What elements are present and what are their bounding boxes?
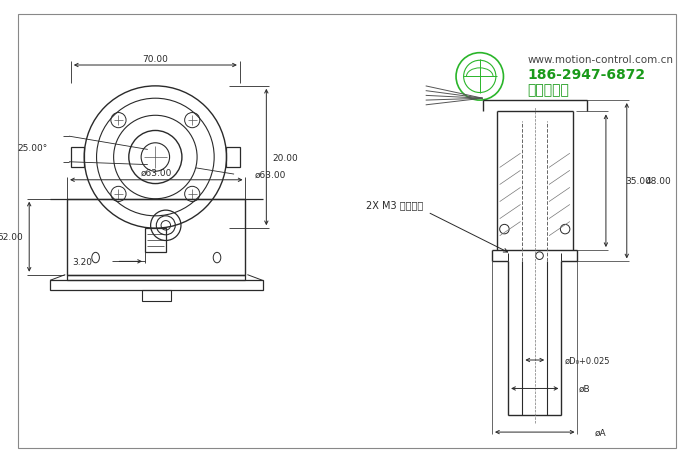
Text: 西安德伍拓: 西安德伍拓	[527, 82, 569, 96]
Text: 48.00: 48.00	[646, 177, 671, 186]
Bar	[142, 290, 171, 301]
Text: øB: øB	[578, 384, 590, 393]
Text: øA: øA	[594, 428, 606, 437]
Text: 52.00: 52.00	[0, 233, 23, 242]
Text: 20.00: 20.00	[272, 153, 298, 162]
Text: www.motion-control.com.cn: www.motion-control.com.cn	[527, 55, 673, 65]
Text: 35.00: 35.00	[625, 177, 651, 186]
Text: ø63.00: ø63.00	[255, 170, 286, 179]
Text: ø63.00: ø63.00	[141, 169, 172, 177]
Bar	[71, 147, 84, 168]
Bar	[227, 147, 240, 168]
Bar	[67, 275, 246, 281]
Text: 25.00°: 25.00°	[17, 144, 47, 153]
Text: 2X M3 固定螺钉: 2X M3 固定螺钉	[366, 200, 424, 210]
Text: 70.00: 70.00	[142, 55, 168, 64]
Text: øD₀+0.025: øD₀+0.025	[564, 356, 610, 365]
Bar	[50, 281, 262, 290]
Bar	[145, 229, 166, 252]
Bar	[67, 199, 246, 275]
Text: 186-2947-6872: 186-2947-6872	[527, 68, 645, 81]
Text: 3.20: 3.20	[73, 257, 93, 266]
